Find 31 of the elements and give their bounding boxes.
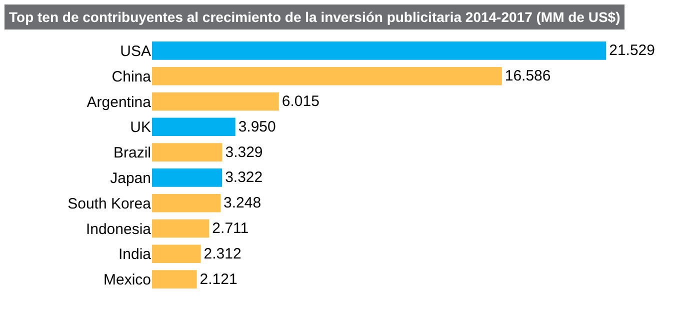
data-label: 16.586 <box>504 68 551 85</box>
bar <box>152 168 222 187</box>
y-tick-label: UK <box>130 119 151 136</box>
bar <box>152 143 222 162</box>
y-tick-label: USA <box>120 42 151 60</box>
data-label: 3.248 <box>224 194 262 212</box>
bar <box>152 244 201 264</box>
bar <box>152 42 606 60</box>
y-tick-label: South Korea <box>68 195 152 212</box>
chart-title: Top ten de contribuyentes al crecimiento de la inversión publicitaria 2014-2017 (MM de US$) <box>9 9 620 25</box>
y-tick-label: Argentina <box>86 94 152 111</box>
y-tick-label: Brazil <box>113 144 151 162</box>
data-label: 6.015 <box>282 93 320 110</box>
data-label: 3.322 <box>225 169 263 186</box>
data-label: 2.312 <box>204 245 242 262</box>
bar <box>152 118 236 136</box>
bar <box>152 92 279 111</box>
bar <box>152 270 197 288</box>
data-label: 2.711 <box>212 220 249 237</box>
bar <box>152 66 502 86</box>
data-label: 21.529 <box>609 42 655 60</box>
y-tick-label: Indonesia <box>86 220 152 238</box>
y-tick-label: Mexico <box>103 272 151 289</box>
bar <box>152 194 221 212</box>
y-tick-label: India <box>118 246 152 264</box>
data-label: 3.950 <box>238 118 276 136</box>
y-tick-label: China <box>112 68 152 86</box>
data-label: 2.121 <box>200 270 238 288</box>
bar <box>152 219 210 238</box>
data-label: 3.329 <box>225 144 263 161</box>
y-tick-label: Japan <box>110 170 151 187</box>
